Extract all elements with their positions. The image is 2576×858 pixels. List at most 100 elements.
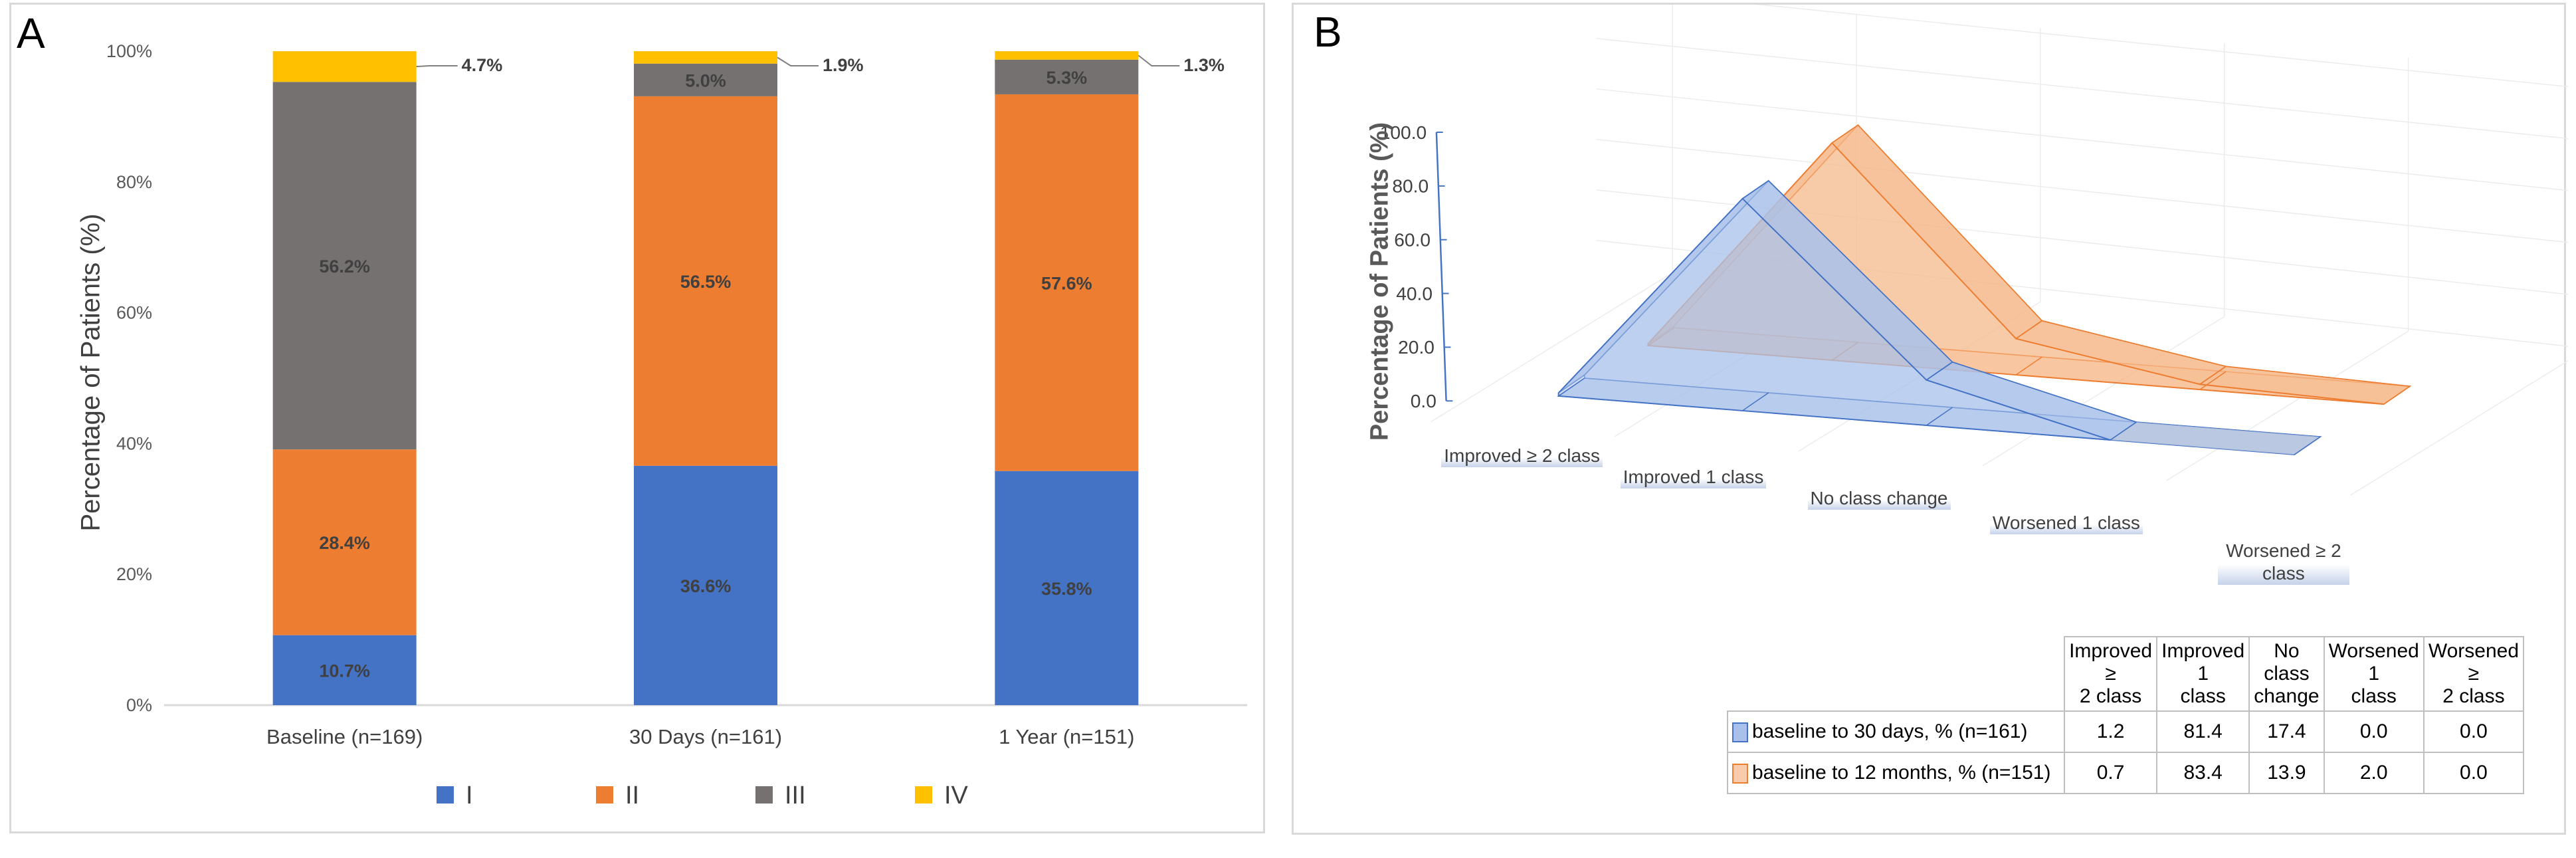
bar-segment-ii <box>272 449 417 635</box>
table-row: baseline to 12 months, % (n=151) 0.7 83.… <box>1726 752 2525 794</box>
row-label: baseline to 12 months, % (n=151) <box>1726 752 2066 794</box>
bar-segment-iii <box>272 82 417 450</box>
table-header: Improved ≥ 2 class <box>2064 636 2158 712</box>
divider <box>1742 392 1769 411</box>
category-label: No class change <box>1807 487 1951 510</box>
bar-segment-iii <box>995 59 1139 94</box>
category-label: Improved ≥ 2 class <box>1441 445 1603 468</box>
legend-label: III <box>785 782 806 809</box>
table-header-row: Improved ≥ 2 class Improved 1 class No c… <box>1728 636 2525 712</box>
divider <box>1926 407 1953 426</box>
divider <box>2383 385 2411 405</box>
legend-swatch-iii <box>755 786 773 804</box>
y-tick-label: 80% <box>116 172 152 192</box>
data-table: Improved ≥ 2 class Improved 1 class No c… <box>1726 636 2525 794</box>
data-label: 4.7% <box>462 55 503 75</box>
data-label: 1.3% <box>1183 55 1225 75</box>
y-tick-label: 60.0 <box>1394 229 1431 251</box>
gridline <box>1430 272 1673 423</box>
table-cell: 13.9 <box>2248 752 2325 794</box>
legend-swatch-orange <box>1732 764 1748 784</box>
bar-segment-i <box>272 635 417 705</box>
gridline <box>1982 316 2225 467</box>
row-label-text: baseline to 12 months, % (n=151) <box>1752 762 2051 784</box>
gridline <box>2166 330 2409 481</box>
y-axis-title: Percentage of Patients (%) <box>1365 122 1394 441</box>
table-header: Worsened 1 class <box>2323 636 2425 712</box>
gridline <box>1755 5 2568 88</box>
table-header: Improved 1 class <box>2156 636 2250 712</box>
bar-segment-iv <box>272 51 417 82</box>
legend-swatch-ii <box>596 786 613 804</box>
area-front-face-0 <box>1557 197 2111 441</box>
table-cell: 81.4 <box>2156 710 2250 753</box>
gridline <box>1596 139 2568 243</box>
data-label: 36.6% <box>680 576 732 596</box>
panel-letter: B <box>1314 8 1342 56</box>
y-tick-label: 40% <box>116 433 152 453</box>
area-top-segment <box>2110 422 2321 455</box>
gridline <box>1596 88 2568 191</box>
legend-swatch-iv <box>915 786 932 804</box>
legend-label: I <box>466 782 473 809</box>
legend-label: II <box>625 782 639 809</box>
table-cell: 83.4 <box>2156 752 2250 794</box>
table-cell: 0.7 <box>2064 752 2158 794</box>
divider <box>2015 356 2042 375</box>
data-label: 56.2% <box>319 257 370 276</box>
category-label: Worsened ≥ 2 class <box>2217 539 2349 585</box>
category-label: Improved 1 class <box>1620 466 1767 489</box>
legend-swatch-blue <box>1732 722 1748 743</box>
table-header: Worsened ≥ 2 class <box>2423 636 2525 712</box>
category-label: Worsened 1 class <box>1989 511 2143 534</box>
y-tick-label: 40.0 <box>1396 282 1433 304</box>
panel-letter: A <box>17 9 45 57</box>
panel-a: A 0% 20% 40% 60% 80% 100% Baseline (n=169) 10.7… <box>9 3 1265 833</box>
data-label: 57.6% <box>1041 273 1092 293</box>
legend-swatch-i <box>437 786 454 804</box>
y-tick-label: 0.0 <box>1411 390 1437 411</box>
bar-segment-iii <box>634 63 777 96</box>
gridline <box>2350 360 2568 496</box>
category-label: Baseline (n=169) <box>266 725 423 748</box>
table-cell: 0.0 <box>2423 710 2525 753</box>
category-label: 1 Year (n=151) <box>999 725 1134 748</box>
bar-segment-i <box>995 471 1139 705</box>
divider <box>2294 436 2321 455</box>
bar-segment-iv <box>995 51 1139 60</box>
y-tick-label: 80.0 <box>1392 175 1429 197</box>
data-label: 10.7% <box>319 661 370 681</box>
y-tick-label: 20% <box>116 564 152 584</box>
y-axis-line <box>1435 132 1447 401</box>
legend-label: IV <box>944 782 969 809</box>
gridline <box>1596 38 2568 140</box>
table-cell: 0.0 <box>2423 752 2525 794</box>
3d-area-chart: 0.0 20.0 40.0 60.0 80.0 100.0 <box>1380 5 2568 496</box>
leader-line <box>1138 54 1180 66</box>
y-axis-title: Percentage of Patients (%) <box>76 213 106 532</box>
table-cell: 1.2 <box>2064 710 2158 753</box>
bar-segment-ii <box>634 96 777 466</box>
row-label-text: baseline to 30 days, % (n=161) <box>1752 720 2028 742</box>
bar-segment-iv <box>634 51 777 64</box>
table-row: baseline to 30 days, % (n=161) 1.2 81.4 … <box>1726 710 2525 753</box>
data-label: 28.4% <box>319 533 370 553</box>
y-tick-label: 0% <box>126 695 152 715</box>
divider <box>2199 371 2227 390</box>
panel-b: B 0.0 20.0 40.0 60.0 80.0 100.0 Percentage of… <box>1292 3 2568 835</box>
divider <box>2110 421 2137 441</box>
data-label: 5.3% <box>1046 68 1088 88</box>
stacked-bar-chart: 0% 20% 40% 60% 80% 100% Baseline (n=169) 10.7% 2… <box>106 41 1247 809</box>
row-label: baseline to 30 days, % (n=161) <box>1726 710 2066 753</box>
data-label: 1.9% <box>823 55 864 75</box>
data-label: 56.5% <box>680 272 732 292</box>
leader-line <box>777 56 819 66</box>
y-tick-label: 20.0 <box>1398 336 1435 358</box>
table-cell: 17.4 <box>2248 710 2325 753</box>
bar-segment-ii <box>995 94 1139 471</box>
data-label: 5.0% <box>685 70 726 90</box>
table-header: No class change <box>2248 636 2325 712</box>
y-tick-label: 60% <box>116 303 152 323</box>
data-label: 35.8% <box>1041 579 1092 599</box>
plot-area: 0.0 20.0 40.0 60.0 80.0 100.0 <box>1380 5 2568 496</box>
